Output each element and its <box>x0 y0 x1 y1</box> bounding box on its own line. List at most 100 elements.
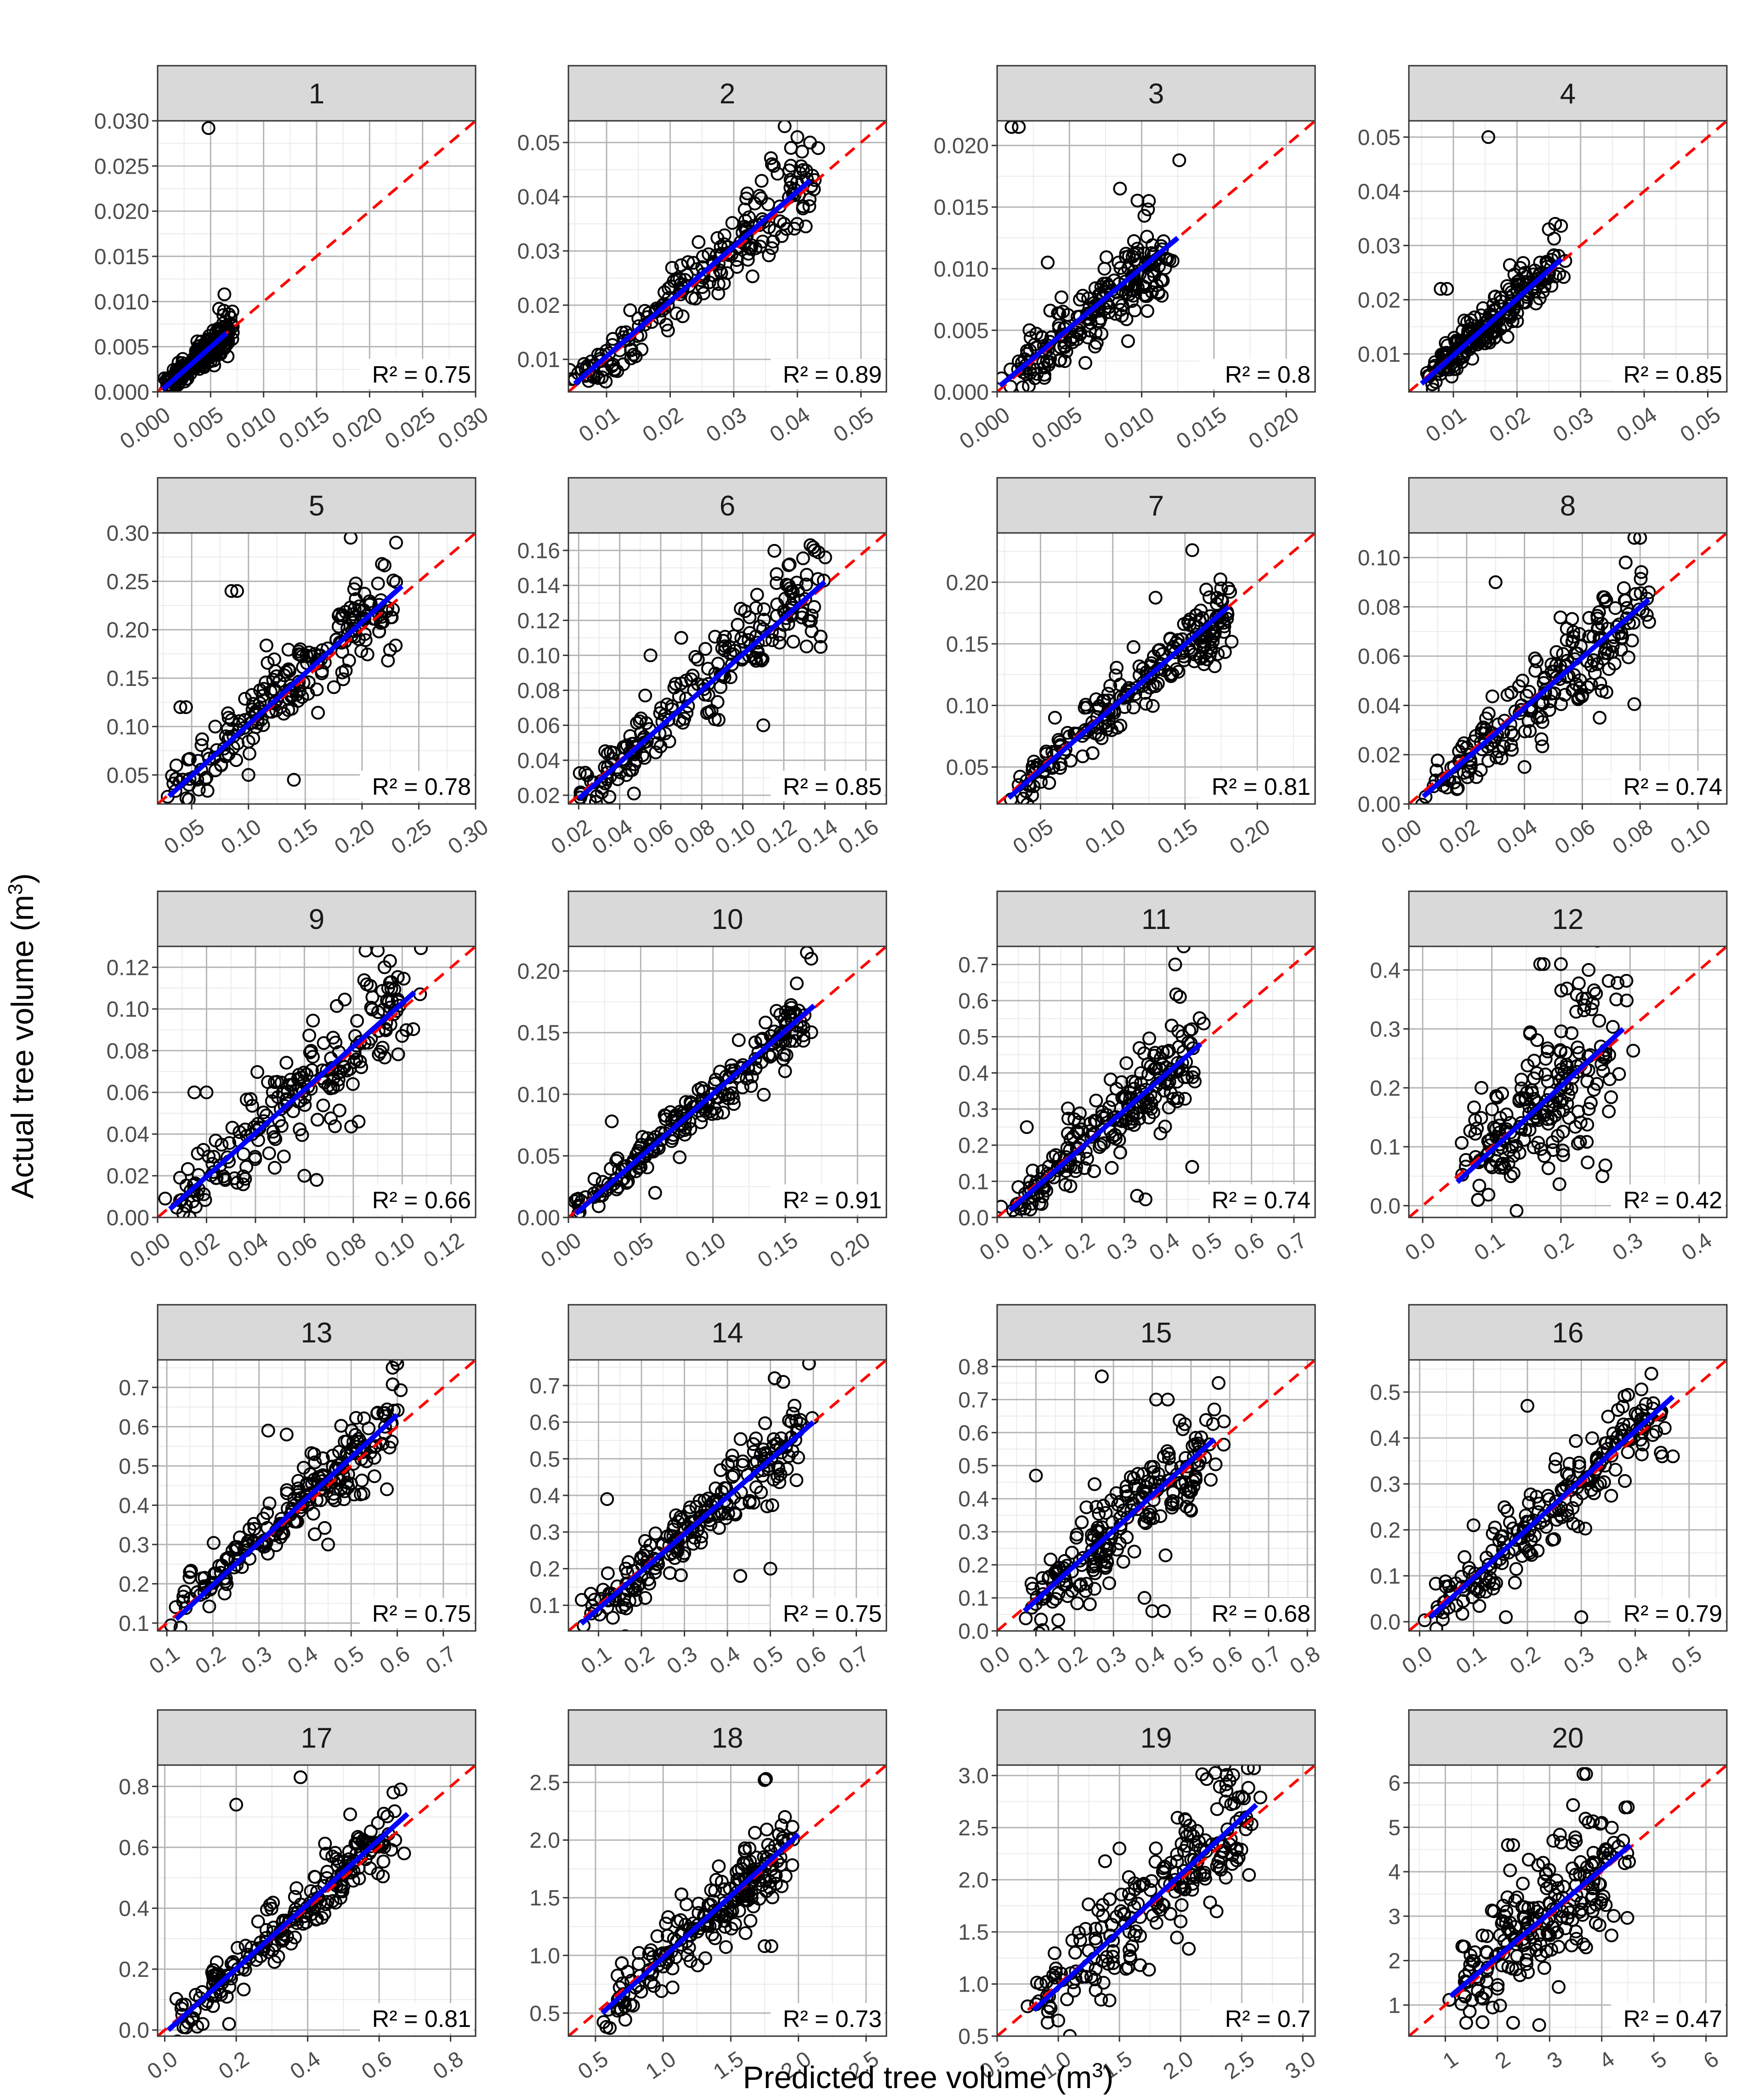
data-point <box>1534 732 1549 746</box>
data-point <box>376 1406 391 1420</box>
data-point <box>1531 1544 1545 1558</box>
data-point <box>1020 797 1034 804</box>
data-point <box>615 1956 629 1970</box>
y-axis: 0.0 0.2 0.4 0.6 0.8 <box>119 1775 158 2043</box>
data-point <box>1179 1483 1193 1497</box>
data-point <box>247 1522 261 1536</box>
data-point <box>605 359 619 374</box>
data-point <box>1640 591 1654 606</box>
data-point <box>704 1883 718 1897</box>
data-point <box>295 690 309 704</box>
data-point <box>691 1958 705 1973</box>
data-point <box>1139 1516 1153 1530</box>
data-point <box>207 358 221 373</box>
y-tick-label: 0.12 <box>517 609 560 633</box>
data-point <box>678 1121 692 1135</box>
data-point <box>391 1047 405 1061</box>
data-point <box>772 1827 786 1841</box>
data-point <box>221 321 235 335</box>
panel-7: 7 R² = 0.81 0.05 0.10 0.15 0.200.05 0.10 0.15 0.… <box>946 477 1316 859</box>
data-point <box>330 1859 345 1873</box>
data-point <box>1456 1594 1470 1608</box>
data-point-outlier <box>1130 1189 1144 1203</box>
data-point <box>1571 1040 1585 1054</box>
data-point <box>209 1133 223 1148</box>
data-point-outlier <box>1474 1081 1488 1095</box>
data-point <box>352 1861 366 1875</box>
data-point-outlier <box>1644 1367 1658 1381</box>
data-point <box>1580 1135 1594 1149</box>
data-point-outlier <box>261 1423 275 1438</box>
data-point <box>691 652 705 667</box>
data-point <box>1590 611 1605 626</box>
y-tick-label: 0.10 <box>517 644 560 668</box>
data-point <box>307 1870 322 1884</box>
data-point <box>1185 632 1199 646</box>
data-point-outlier <box>1113 181 1127 196</box>
data-point <box>1164 1460 1179 1475</box>
data-point <box>293 1122 307 1137</box>
data-point <box>351 1830 365 1844</box>
data-point <box>724 1921 738 1936</box>
data-point <box>208 719 222 734</box>
data-point <box>650 1929 664 1943</box>
data-point <box>1509 1204 1524 1217</box>
data-point <box>1535 739 1549 753</box>
data-point-outlier <box>229 1798 244 1812</box>
data-point <box>711 657 725 671</box>
data-point <box>764 151 778 165</box>
data-point <box>281 662 295 676</box>
data-point <box>1554 219 1568 233</box>
data-point-outlier <box>1434 282 1448 296</box>
y-tick-label: 0.20 <box>107 618 149 643</box>
data-point <box>721 1506 735 1521</box>
data-point <box>638 317 652 332</box>
panel-15: 15 R² = 0.68 0.0 0.1 0.2 0.3 0.4 0.5 0.6 0.7 0.80.… <box>958 1304 1325 1679</box>
data-point <box>713 263 727 277</box>
data-point <box>1611 976 1625 990</box>
y-axis: 0.000 0.005 0.010 0.015 0.020 <box>934 134 997 405</box>
data-point <box>226 1955 240 1969</box>
data-point <box>788 1398 802 1413</box>
data-point <box>796 1028 811 1042</box>
y-tick-label: 0.8 <box>119 1775 149 1799</box>
y-tick-label: 0.7 <box>958 1388 989 1412</box>
data-point <box>1634 565 1648 579</box>
data-point <box>1053 761 1067 775</box>
data-point <box>383 643 397 657</box>
data-point-outlier <box>389 536 403 550</box>
data-point <box>1440 781 1454 795</box>
data-point <box>1197 1016 1211 1030</box>
data-point <box>1021 379 1036 392</box>
data-point <box>1642 615 1656 629</box>
data-point-outlier <box>1440 282 1454 296</box>
data-point-outlier <box>599 2020 613 2034</box>
data-point <box>611 772 625 787</box>
data-point <box>749 601 763 615</box>
y-tick-label: 0.3 <box>958 1098 989 1122</box>
data-point <box>1061 1101 1075 1115</box>
y-tick-label: 0.6 <box>119 1415 149 1439</box>
data-point <box>637 735 651 749</box>
data-point <box>1429 1621 1443 1631</box>
data-point <box>216 1169 231 1183</box>
data-point-outlier <box>777 121 792 133</box>
data-point <box>1500 1504 1515 1518</box>
data-point <box>1110 661 1124 675</box>
data-point <box>755 652 770 666</box>
data-point <box>1449 1598 1464 1613</box>
data-point <box>278 1099 292 1113</box>
data-point <box>701 1491 715 1506</box>
data-point <box>618 1598 632 1612</box>
data-point-outlier <box>1221 581 1236 595</box>
data-point <box>767 544 782 558</box>
data-point-outlier <box>1627 533 1641 545</box>
data-point <box>1573 673 1587 687</box>
data-point <box>695 280 709 294</box>
y-tick-label: 0.0 <box>119 2019 149 2043</box>
fit-line <box>573 178 812 386</box>
data-point <box>1075 1515 1089 1529</box>
data-point-outlier <box>1168 957 1182 972</box>
y-tick-label: 0.3 <box>1370 1472 1401 1497</box>
data-point <box>1486 1581 1500 1596</box>
